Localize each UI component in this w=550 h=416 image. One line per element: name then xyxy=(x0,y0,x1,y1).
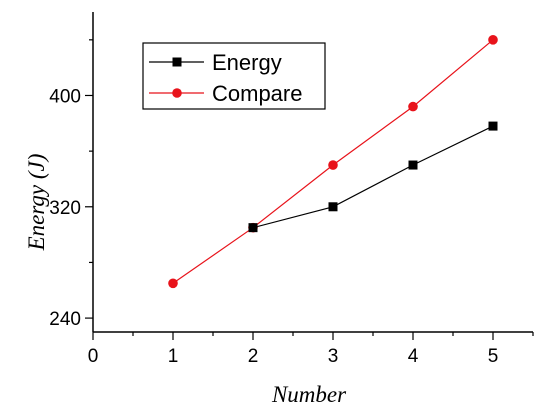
x-tick-label: 2 xyxy=(248,346,259,367)
legend: Energy Compare xyxy=(142,42,326,110)
legend-label: Energy xyxy=(212,50,282,75)
legend-marker xyxy=(172,88,182,98)
data-point-compare xyxy=(488,35,498,45)
y-tick-label: 400 xyxy=(49,86,81,107)
x-tick-label: 3 xyxy=(328,346,339,367)
plot-area xyxy=(168,35,498,289)
data-point-energy xyxy=(488,121,498,131)
series-line-energy xyxy=(252,125,494,229)
data-point-compare xyxy=(408,101,418,112)
y-tick-label: 240 xyxy=(49,309,81,330)
legend-label: Compare xyxy=(212,81,302,106)
axes: 0 1 2 3 4 5 240 320 400 xyxy=(49,12,534,367)
x-tick-label: 0 xyxy=(88,346,99,367)
y-tick-label: 320 xyxy=(49,198,81,219)
x-tick-label: 1 xyxy=(168,346,179,367)
x-tick-label: 5 xyxy=(488,346,499,367)
data-point-compare xyxy=(168,278,178,289)
data-point-compare xyxy=(328,160,338,170)
x-tick-label: 4 xyxy=(408,346,419,367)
legend-box xyxy=(142,42,326,110)
data-point-energy xyxy=(248,223,258,233)
y-axis-title: Energy (J) xyxy=(24,154,49,252)
legend-marker xyxy=(172,57,182,67)
x-axis-title: Number xyxy=(271,382,347,407)
data-point-energy xyxy=(408,160,418,170)
data-point-energy xyxy=(328,202,338,212)
